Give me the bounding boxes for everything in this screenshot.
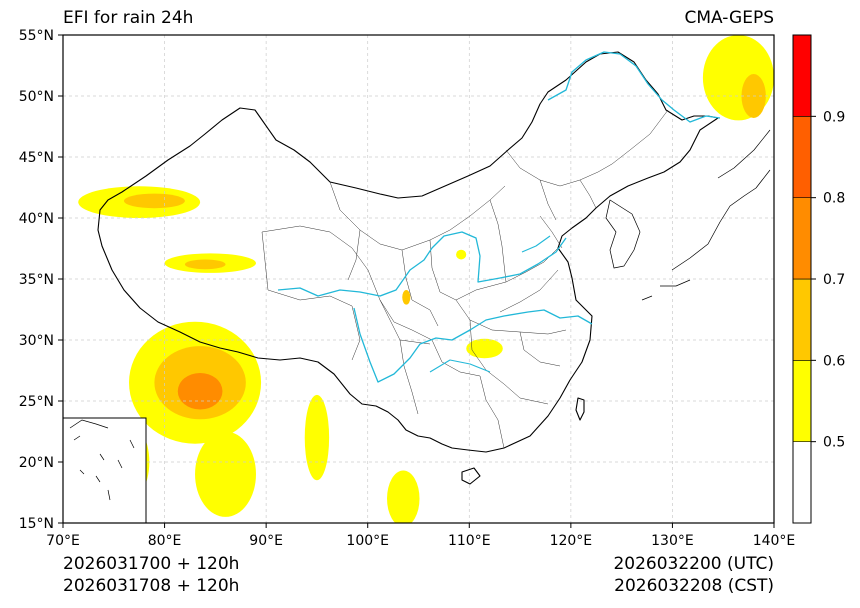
taiwan-island xyxy=(575,397,585,421)
colorbar: 0.5 0.6 0.7 0.8 0.9 xyxy=(792,34,845,524)
japan-islands xyxy=(641,129,771,301)
lon-tick-label: 140°E xyxy=(753,533,796,549)
colorbar-swatch xyxy=(792,441,812,524)
model-source-label: CMA-GEPS xyxy=(684,8,774,28)
lon-tick-label: 80°E xyxy=(148,533,182,549)
pearl-river xyxy=(429,235,551,373)
lat-tick-label: 25°N xyxy=(19,394,54,410)
efi-area-myanmar-yellow xyxy=(304,394,330,481)
lat-tick-label: 45°N xyxy=(19,150,54,166)
lat-lon-gridlines xyxy=(63,35,774,523)
lat-tick-label: 55°N xyxy=(19,28,54,44)
efi-area-kunlun-orange xyxy=(184,259,226,270)
valid-time-cst: 2026032208 (CST) xyxy=(614,576,774,596)
colorbar-swatch xyxy=(792,197,812,280)
efi-area-bay-of-bengal-yellow xyxy=(195,431,256,517)
lon-tick-label: 120°E xyxy=(550,533,593,549)
province-boundaries xyxy=(261,109,669,449)
valid-time-utc: 2026032200 (UTC) xyxy=(613,554,774,574)
init-time-utc: 2026031700 + 120h xyxy=(63,554,240,574)
colorbar-label: 0.8 xyxy=(823,191,845,207)
efi-area-ningxia-yellow xyxy=(456,249,467,260)
lon-tick-label: 70°E xyxy=(46,533,80,549)
yellow-river xyxy=(277,231,567,297)
colorbar-swatch xyxy=(792,278,812,361)
inset-coastline xyxy=(69,419,135,501)
china-border xyxy=(97,51,719,453)
colorbar-label: 0.7 xyxy=(823,272,845,288)
lat-tick-label: 40°N xyxy=(19,211,54,227)
lon-tick-label: 100°E xyxy=(346,533,389,549)
lat-tick-label: 20°N xyxy=(19,455,54,471)
axis-ticks: 70°E 80°E 90°E 100°E 110°E 120°E 130°E 140°E 15°… xyxy=(19,28,796,549)
colorbar-label: 0.9 xyxy=(823,109,845,125)
init-time-cst: 2026031708 + 120h xyxy=(63,576,240,596)
colorbar-swatch xyxy=(792,116,812,198)
efi-area-tarim-north-orange xyxy=(123,193,185,209)
hainan-island xyxy=(461,467,481,485)
colorbar-swatch xyxy=(792,34,812,117)
efi-area-indochina-yellow xyxy=(387,470,420,523)
heilong-river xyxy=(547,51,721,123)
efi-area-hubei-yellow xyxy=(466,338,503,359)
lat-tick-label: 30°N xyxy=(19,333,54,349)
lat-tick-label: 35°N xyxy=(19,272,54,288)
map-title: EFI for rain 24h xyxy=(63,8,194,28)
lon-tick-label: 130°E xyxy=(651,533,694,549)
south-china-sea-inset xyxy=(62,417,147,524)
colorbar-label: 0.6 xyxy=(823,353,845,369)
lat-tick-label: 50°N xyxy=(19,89,54,105)
korea-peninsula xyxy=(605,199,641,269)
efi-shaded-areas xyxy=(78,35,774,523)
efi-area-tibet-south-orange xyxy=(177,372,223,410)
yangtze-river xyxy=(353,307,593,383)
colorbar-label: 0.5 xyxy=(823,435,845,451)
lon-tick-label: 90°E xyxy=(249,533,283,549)
colorbar-swatch xyxy=(792,360,812,442)
efi-area-gansu-gold xyxy=(402,289,411,305)
lon-tick-label: 110°E xyxy=(448,533,491,549)
lat-tick-label: 15°N xyxy=(19,516,54,532)
